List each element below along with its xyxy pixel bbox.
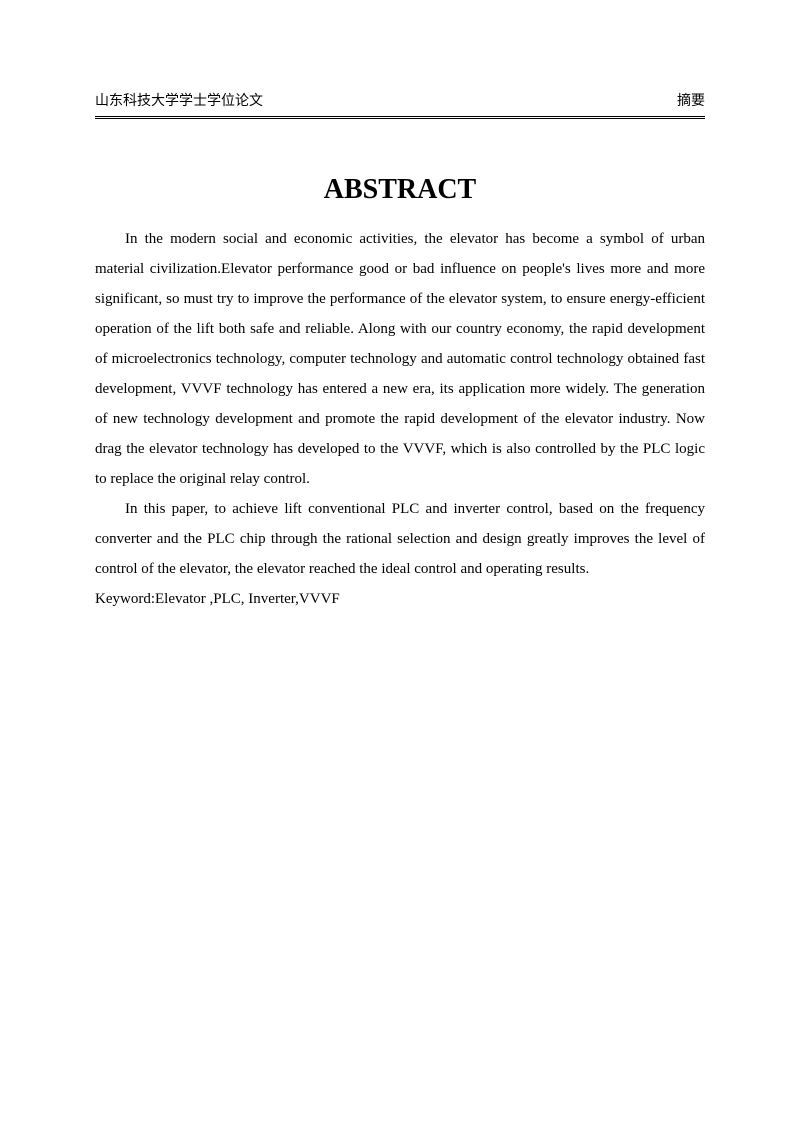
- header-left-text: 山东科技大学学士学位论文: [95, 90, 263, 110]
- page-content: 山东科技大学学士学位论文 摘要 ABSTRACT In the modern s…: [0, 0, 800, 704]
- page-header: 山东科技大学学士学位论文 摘要: [95, 90, 705, 119]
- header-row: 山东科技大学学士学位论文 摘要: [95, 90, 705, 117]
- abstract-title: ABSTRACT: [95, 174, 705, 206]
- abstract-paragraph-2: In this paper, to achieve lift conventio…: [95, 494, 705, 584]
- keyword-line: Keyword:Elevator ,PLC, Inverter,VVVF: [95, 584, 705, 614]
- abstract-paragraph-1: In the modern social and economic activi…: [95, 224, 705, 494]
- header-right-text: 摘要: [677, 90, 705, 110]
- header-underline: [95, 117, 705, 119]
